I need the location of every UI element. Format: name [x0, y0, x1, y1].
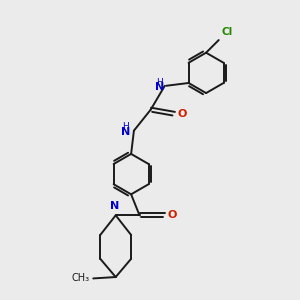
Text: N: N: [110, 201, 119, 211]
Text: CH₃: CH₃: [71, 273, 90, 284]
Text: N: N: [121, 127, 130, 137]
Text: Cl: Cl: [221, 27, 233, 37]
Text: O: O: [168, 210, 177, 220]
Text: N: N: [155, 82, 164, 92]
Text: H: H: [122, 122, 129, 131]
Text: H: H: [157, 78, 164, 87]
Text: O: O: [177, 109, 187, 119]
